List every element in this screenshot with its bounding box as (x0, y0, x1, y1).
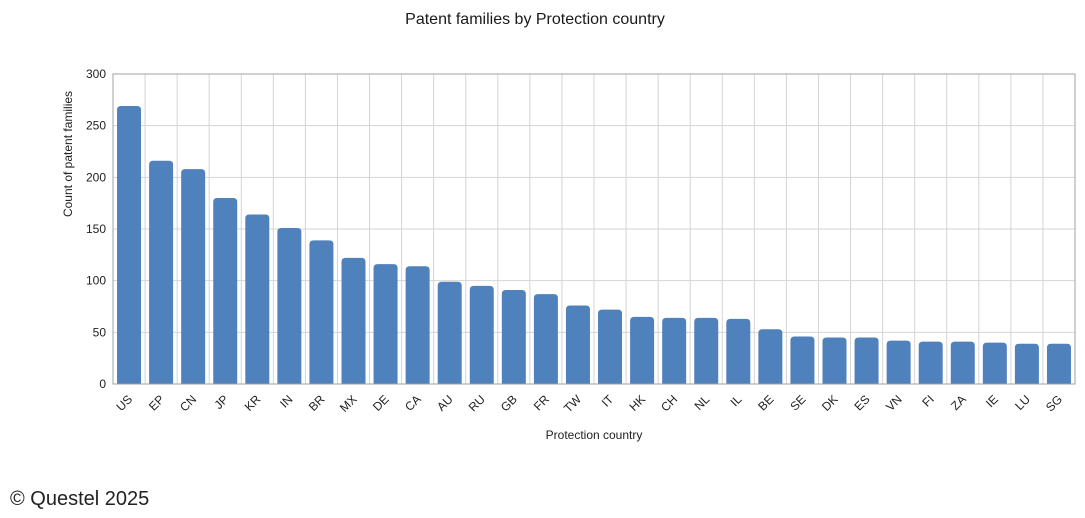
bar-dk[interactable] (822, 337, 847, 385)
x-tick-label: DE (370, 392, 392, 414)
bar-in[interactable] (277, 227, 302, 384)
bar-cn[interactable] (181, 169, 206, 384)
bar-ie[interactable] (982, 342, 1007, 384)
bar-ca[interactable] (405, 266, 430, 384)
bar-sg[interactable] (1046, 343, 1071, 384)
bar-mx[interactable] (341, 257, 366, 384)
x-tick-label: IE (983, 392, 1001, 410)
x-tick-label: CN (177, 392, 199, 414)
bar-za[interactable] (950, 341, 975, 384)
plot-border (112, 73, 1076, 385)
x-tick-label: VN (883, 392, 905, 414)
x-tick-label: BR (306, 392, 328, 414)
chart-title: Patent families by Protection country (405, 11, 665, 28)
x-tick-label: FI (919, 392, 936, 409)
bar-fr[interactable] (533, 294, 558, 384)
bar-us[interactable] (117, 106, 142, 385)
grid-lines (113, 73, 1075, 385)
x-tick-label: MX (337, 392, 360, 415)
bar-il[interactable] (726, 318, 751, 384)
bar-vn[interactable] (886, 340, 911, 384)
x-tick-label: HK (627, 392, 649, 414)
bar-ep[interactable] (149, 160, 174, 384)
x-tick-label: ZA (948, 392, 969, 413)
y-tick-label: 50 (93, 325, 107, 339)
x-tick-label: TW (561, 392, 585, 416)
y-tick-labels: 0 50 100 150 200 250 300 (86, 67, 106, 391)
y-tick-label: 100 (86, 274, 106, 288)
x-tick-label: RU (466, 392, 488, 414)
bar-hk[interactable] (630, 316, 655, 384)
bar-lu[interactable] (1014, 343, 1039, 384)
x-tick-label: EP (146, 392, 167, 413)
bars (117, 106, 1071, 385)
x-tick-labels: US EP CN JP KR IN BR MX DE CA AU RU GB FR TW IT HK CH NL IL… (113, 392, 1065, 416)
x-tick-label: AU (434, 392, 456, 414)
bar-de[interactable] (373, 264, 398, 384)
bar-fi[interactable] (918, 341, 943, 384)
y-tick-label: 200 (86, 170, 106, 184)
y-axis-title: Count of patent families (61, 91, 75, 217)
bar-tw[interactable] (565, 305, 590, 384)
bar-it[interactable] (598, 309, 623, 384)
bar-nl[interactable] (694, 317, 719, 384)
x-tick-label: KR (242, 392, 264, 414)
bar-se[interactable] (790, 336, 815, 384)
bar-ch[interactable] (662, 317, 687, 384)
plot-frame (112, 73, 1076, 385)
bar-au[interactable] (437, 281, 462, 384)
x-tick-label: GB (498, 392, 520, 414)
bar-gb[interactable] (501, 289, 526, 384)
bar-kr[interactable] (245, 214, 270, 384)
bar-es[interactable] (854, 337, 879, 385)
x-tick-label: US (113, 392, 135, 414)
x-tick-label: ES (851, 392, 872, 413)
y-tick-label: 0 (99, 377, 106, 391)
x-tick-label: SG (1043, 392, 1065, 414)
x-tick-label: CH (658, 392, 680, 414)
y-tick-label: 250 (86, 119, 106, 133)
x-tick-label: IT (599, 392, 617, 410)
bar-jp[interactable] (213, 198, 238, 384)
bar-be[interactable] (758, 329, 783, 384)
bar-br[interactable] (309, 240, 334, 384)
y-tick-label: 300 (86, 67, 106, 81)
x-tick-label: SE (787, 392, 808, 413)
copyright-notice: © Questel 2025 (10, 488, 150, 510)
x-tick-label: LU (1012, 392, 1033, 413)
x-tick-label: DK (819, 392, 841, 414)
x-tick-label: IN (277, 392, 295, 410)
x-axis-title: Protection country (546, 428, 643, 442)
x-tick-label: NL (692, 392, 713, 413)
x-tick-label: IL (727, 392, 744, 409)
x-tick-label: BE (755, 392, 776, 413)
y-tick-label: 150 (86, 222, 106, 236)
bar-ru[interactable] (469, 285, 494, 384)
x-tick-label: CA (402, 392, 424, 414)
x-tick-label: JP (212, 392, 232, 412)
x-tick-label: FR (531, 392, 552, 413)
bar-chart: 0 50 100 150 200 250 300 US EP CN JP KR IN BR MX DE CA A… (61, 67, 1076, 442)
